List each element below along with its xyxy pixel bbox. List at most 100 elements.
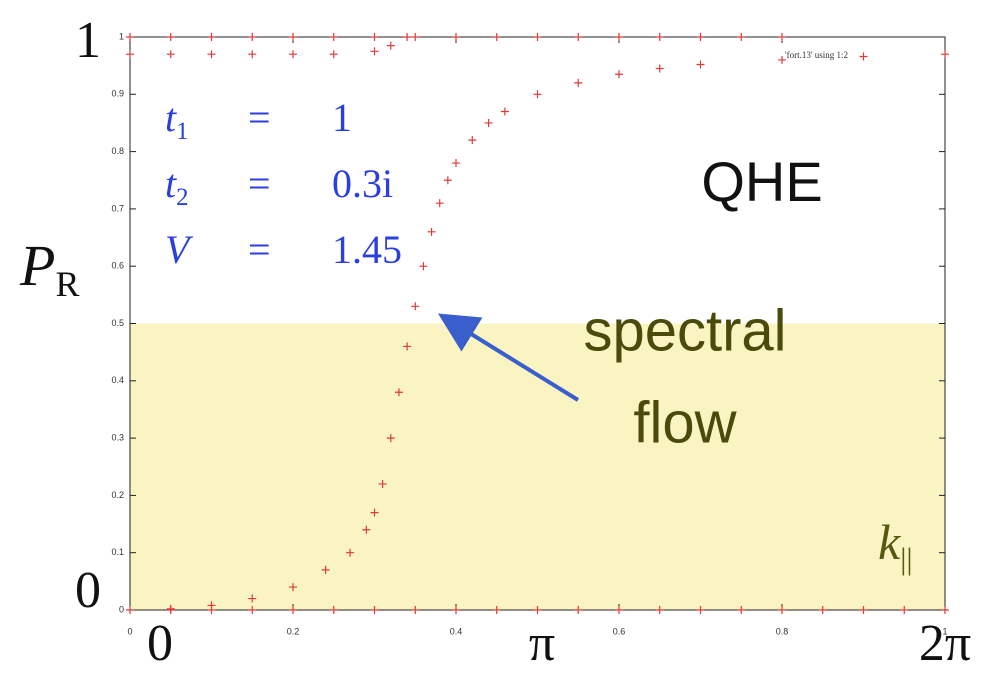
x-axis-label: k||: [878, 514, 913, 576]
point: [403, 33, 412, 41]
point: [411, 302, 420, 311]
y-tick-label: 0.5: [111, 318, 124, 328]
point: [394, 388, 403, 397]
x-tick-label: 0.2: [287, 626, 300, 636]
param-name-sub: 2: [176, 184, 188, 211]
point: [500, 107, 509, 116]
point: [492, 606, 501, 614]
point: [207, 50, 216, 59]
x-tick-label: 0.4: [450, 626, 463, 636]
point: [248, 594, 257, 603]
point: [737, 33, 746, 41]
y-tick-label: 1: [119, 31, 124, 41]
point: [207, 606, 216, 614]
x-axis-label-symbol: k: [878, 514, 901, 570]
point: [370, 47, 379, 56]
annotation: flow: [633, 390, 737, 455]
point: [900, 606, 909, 614]
point: [574, 606, 583, 614]
point: [574, 78, 583, 87]
point: [166, 50, 175, 59]
param-name-symbol: t: [165, 95, 177, 140]
point: [329, 606, 338, 614]
point: [329, 33, 338, 41]
point: [696, 33, 705, 41]
point: [362, 525, 371, 534]
param-eq: =: [248, 161, 271, 206]
point: [289, 50, 297, 59]
point: [248, 33, 257, 41]
param-name: t2: [165, 161, 189, 211]
point: [443, 176, 452, 185]
point: [370, 606, 379, 614]
y-axis-label-sub: R: [55, 264, 79, 304]
x-tick-label: 1: [942, 626, 947, 636]
point: [411, 33, 420, 41]
point: [468, 136, 477, 145]
point: [574, 33, 583, 41]
highlight-band: [130, 323, 945, 610]
point: [778, 55, 786, 64]
x-axis-end-label: 2π: [919, 615, 971, 672]
point: [452, 159, 460, 168]
arrow: [437, 313, 580, 402]
point: [492, 33, 501, 41]
point: [484, 118, 493, 127]
point: [655, 64, 664, 73]
y-tick-label: 0.9: [111, 89, 124, 99]
y-tick-label: 0: [119, 604, 124, 614]
point: [452, 33, 460, 41]
point: [329, 50, 338, 59]
point: [403, 342, 412, 351]
param-eq: =: [248, 227, 271, 272]
y-tick-label: 0.2: [111, 490, 124, 500]
point: [427, 227, 436, 236]
point: [126, 606, 134, 614]
point: [452, 606, 460, 614]
x-axis-label-sub: ||: [900, 541, 912, 576]
param-value: 0.3i: [332, 161, 393, 206]
param-name-symbol: V: [165, 227, 194, 272]
y-tick-label: 0.8: [111, 146, 124, 156]
point: [533, 33, 542, 41]
point: [696, 60, 705, 69]
y-tick-label: 0.7: [111, 203, 124, 213]
param-name: t1: [165, 95, 189, 145]
annotation: spectral: [583, 298, 786, 363]
point: [778, 33, 786, 41]
point: [166, 33, 175, 41]
legend-label: 'fort.13' using 1:2: [785, 50, 848, 60]
x-axis-end-label: 0: [147, 615, 173, 672]
point: [321, 565, 330, 574]
point: [289, 33, 297, 41]
point: [533, 606, 542, 614]
point: [166, 606, 175, 614]
x-tick-label: 0.8: [776, 626, 789, 636]
y-tick-label: 0.3: [111, 432, 124, 442]
y-tick-label: 0.1: [111, 547, 124, 557]
y-tick-label: 0.6: [111, 261, 124, 271]
param-name-sub: 1: [176, 118, 188, 145]
point: [615, 606, 623, 614]
point: [346, 548, 355, 557]
point: [248, 606, 257, 614]
point: [818, 606, 827, 614]
point: [696, 606, 705, 614]
point: [386, 434, 395, 443]
point: [378, 479, 387, 488]
point: [941, 606, 949, 614]
point: [737, 606, 746, 614]
param-value: 1: [332, 95, 352, 140]
point: [615, 33, 623, 41]
point: [655, 33, 664, 41]
point: [859, 52, 868, 61]
point: [289, 583, 297, 592]
point: [126, 50, 134, 59]
x-tick-label: 0.6: [613, 626, 626, 636]
point: [248, 50, 257, 59]
y-tick-label: 0.4: [111, 375, 124, 385]
param-name-symbol: t: [165, 161, 177, 206]
point: [370, 508, 379, 517]
y-axis-end-label: 0: [75, 562, 101, 619]
